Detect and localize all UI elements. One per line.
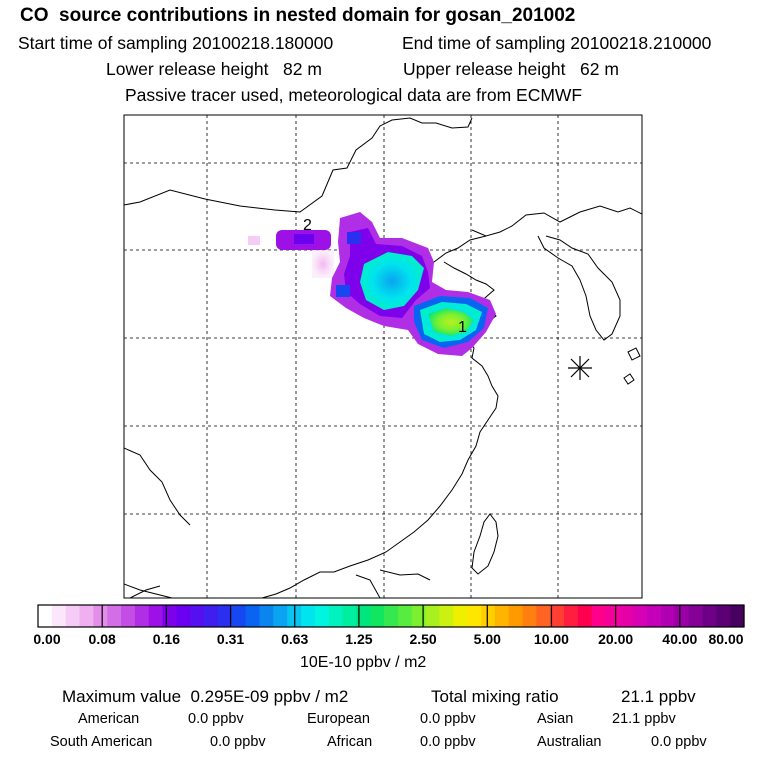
- south-american-label: South American: [50, 734, 153, 750]
- co-plume: [248, 212, 496, 356]
- european-label: European: [307, 711, 370, 727]
- american-value: 0.0 ppbv: [188, 711, 244, 727]
- colorbar-tick-label: 20.00: [598, 631, 634, 647]
- asian-label: Asian: [537, 711, 574, 727]
- colorbar-tick-label: 0.63: [281, 631, 309, 647]
- european-value: 0.0 ppbv: [420, 711, 476, 727]
- colorbar-tick-label: 2.50: [409, 631, 437, 647]
- colorbar-tick-label: 0.00: [33, 631, 61, 647]
- asterisk-icon: [568, 356, 592, 380]
- colorbar-tick-label: 80.00: [708, 631, 744, 647]
- sampling-end: End time of sampling 20100218.210000: [402, 33, 712, 53]
- australian-value: 0.0 ppbv: [651, 734, 707, 750]
- peak-1-marker: 1: [458, 319, 467, 336]
- african-value: 0.0 ppbv: [420, 734, 476, 750]
- colorbar-tick-label: 0.08: [88, 631, 116, 647]
- african-label: African: [327, 734, 373, 750]
- colorbar-tick-label: 0.31: [216, 631, 245, 647]
- peak-2-marker: 2: [303, 217, 312, 234]
- colorbar-tick-label: 1.25: [345, 631, 373, 647]
- australian-label: Australian: [537, 734, 602, 750]
- map-frame: [123, 114, 643, 599]
- sampling-start: Start time of sampling 20100218.180000: [18, 33, 334, 53]
- lower-release-height: Lower release height 82 m: [106, 59, 322, 79]
- chart-title: CO source contributions in nested domain…: [20, 5, 576, 26]
- tracer-note: Passive tracer used, meteorological data…: [125, 85, 583, 105]
- colorbar-tick-label: 0.16: [152, 631, 180, 647]
- upper-release-height: Upper release height 62 m: [403, 59, 619, 79]
- asian-value: 21.1 ppbv: [612, 711, 676, 727]
- colorbar-unit: 10E-10 ppbv / m2: [300, 654, 427, 671]
- total-mixing-ratio-value: 21.1 ppbv: [621, 687, 696, 706]
- map-panel: 1 2: [123, 114, 643, 599]
- colorbar-tick-label: 40.00: [662, 631, 698, 647]
- colorbar-tick-label: 5.00: [473, 631, 501, 647]
- total-mixing-ratio-label: Total mixing ratio: [431, 687, 559, 706]
- south-american-value: 0.0 ppbv: [210, 734, 266, 750]
- colorbar-tick-label: 10.00: [533, 631, 569, 647]
- american-label: American: [78, 711, 140, 727]
- maximum-value: Maximum value 0.295E-09 ppbv / m2: [62, 687, 349, 706]
